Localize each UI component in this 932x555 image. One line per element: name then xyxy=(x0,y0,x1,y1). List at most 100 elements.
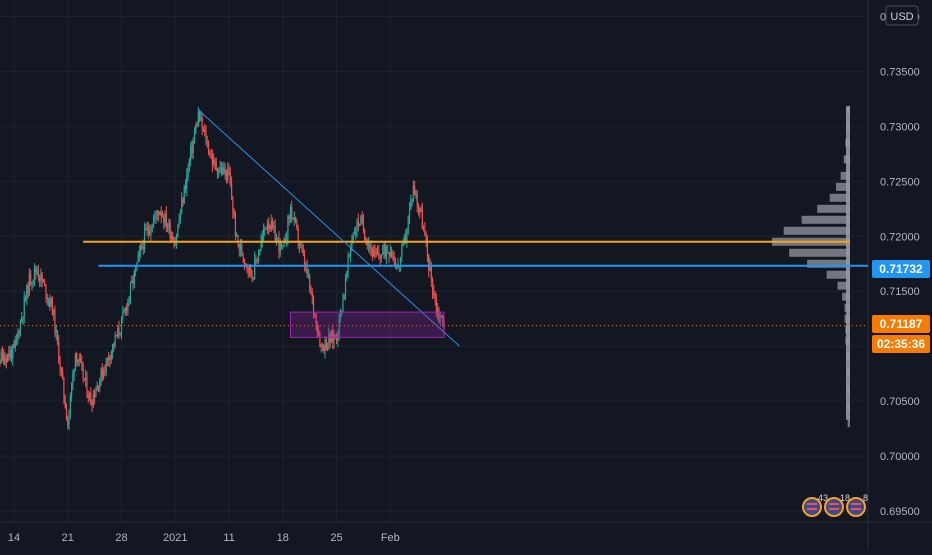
candle-down xyxy=(277,237,279,239)
candle-down xyxy=(298,242,301,246)
candle-down xyxy=(374,250,376,253)
candle-down xyxy=(51,298,53,315)
event-badge[interactable]: 43 xyxy=(802,493,828,517)
candle-down xyxy=(86,377,88,396)
candle-down xyxy=(250,264,252,275)
candle-up xyxy=(193,133,196,141)
candle-down xyxy=(145,228,147,231)
candle-up xyxy=(415,193,417,196)
candle-down xyxy=(362,220,365,231)
candle-up xyxy=(117,328,119,337)
candle-down xyxy=(196,125,198,127)
candle-up xyxy=(353,234,356,236)
price-tick-label: 0.70000 xyxy=(880,451,920,463)
candle-down xyxy=(13,344,15,348)
price-tag-blue-level: 0.71732 xyxy=(872,260,930,278)
time-tick-label: 11 xyxy=(223,532,234,544)
candle-down xyxy=(108,357,110,360)
candle-down xyxy=(223,167,225,174)
candle-down xyxy=(229,173,231,185)
candle-up xyxy=(188,159,190,167)
candle-down xyxy=(87,395,89,398)
candle-down xyxy=(204,129,206,132)
candle-up xyxy=(412,185,414,201)
candle-up xyxy=(206,142,208,144)
candle-up xyxy=(32,279,34,283)
price-tag-blue-level-text: 0.71732 xyxy=(879,262,923,276)
economic-events[interactable]: 43 18 8 xyxy=(802,493,868,517)
price-tick-label: 0.70500 xyxy=(880,396,920,408)
currency-button[interactable]: USD xyxy=(885,5,919,26)
price-tick-label: 0.72000 xyxy=(880,231,920,243)
candle-up xyxy=(264,228,266,230)
candle-up xyxy=(85,377,87,380)
candle-down xyxy=(37,271,39,278)
candle-down xyxy=(245,263,247,265)
time-tick-label: 14 xyxy=(8,532,20,544)
candle-up xyxy=(110,351,112,361)
candle-up xyxy=(407,217,409,231)
candle-up xyxy=(28,273,30,294)
candle-down xyxy=(311,292,313,298)
candle-down xyxy=(45,284,47,298)
candle-up xyxy=(122,312,124,319)
candle-down xyxy=(184,186,187,190)
candle-down xyxy=(191,146,193,153)
candle-down xyxy=(375,252,377,255)
support-zone xyxy=(289,311,445,338)
candle-down xyxy=(325,339,327,350)
candle-down xyxy=(109,359,111,361)
price-tag-last-price: 0.71187 xyxy=(872,315,930,333)
candle-up xyxy=(135,265,137,271)
candle-up xyxy=(50,298,52,307)
candle-down xyxy=(94,394,96,398)
candle-up xyxy=(92,394,94,406)
candle-up xyxy=(19,321,21,335)
candle-down xyxy=(163,216,165,224)
candle-down xyxy=(419,207,421,212)
candle-up xyxy=(367,244,370,246)
bar-countdown-tag: 02:35:36 xyxy=(872,335,930,353)
volume-profile-bar xyxy=(837,281,850,290)
candle-down xyxy=(238,243,240,250)
price-tick-label: 0.72500 xyxy=(880,176,920,188)
price-tick-label: 0.71500 xyxy=(880,286,920,298)
candle-up xyxy=(128,297,130,300)
candle-up xyxy=(380,254,382,259)
event-badge-count: 18 xyxy=(840,493,850,503)
event-badge-count: 8 xyxy=(863,493,868,503)
candle-down xyxy=(83,378,85,380)
candle-up xyxy=(399,257,402,268)
candle-down xyxy=(388,253,390,256)
event-badge[interactable]: 18 xyxy=(824,493,850,517)
candle-up xyxy=(287,216,289,238)
candle-down xyxy=(209,153,211,156)
candle-up xyxy=(389,251,391,256)
candle-down xyxy=(280,241,283,247)
volume-profile-bar xyxy=(801,215,850,224)
candle-down xyxy=(169,223,171,239)
candle-down xyxy=(156,211,158,214)
candle-down xyxy=(301,245,303,250)
candle-down xyxy=(431,279,434,292)
candle-up xyxy=(289,206,292,219)
candle-up xyxy=(177,225,179,237)
event-badge[interactable]: 8 xyxy=(846,493,868,517)
candle-up xyxy=(359,224,361,226)
volume-profile-bar xyxy=(829,193,850,202)
candle-up xyxy=(213,159,215,165)
candle-up xyxy=(124,307,126,312)
candle-up xyxy=(263,229,265,237)
candle-up xyxy=(219,167,221,171)
time-axis[interactable]: 14 21 28 2021 11 18 25 Feb xyxy=(8,532,400,544)
candle-down xyxy=(81,361,83,366)
candle-up xyxy=(396,265,398,268)
candle-up xyxy=(103,370,105,378)
candle-up xyxy=(429,265,431,271)
candle-down xyxy=(232,198,234,212)
candle-down xyxy=(101,368,103,378)
candle-up xyxy=(47,299,50,301)
